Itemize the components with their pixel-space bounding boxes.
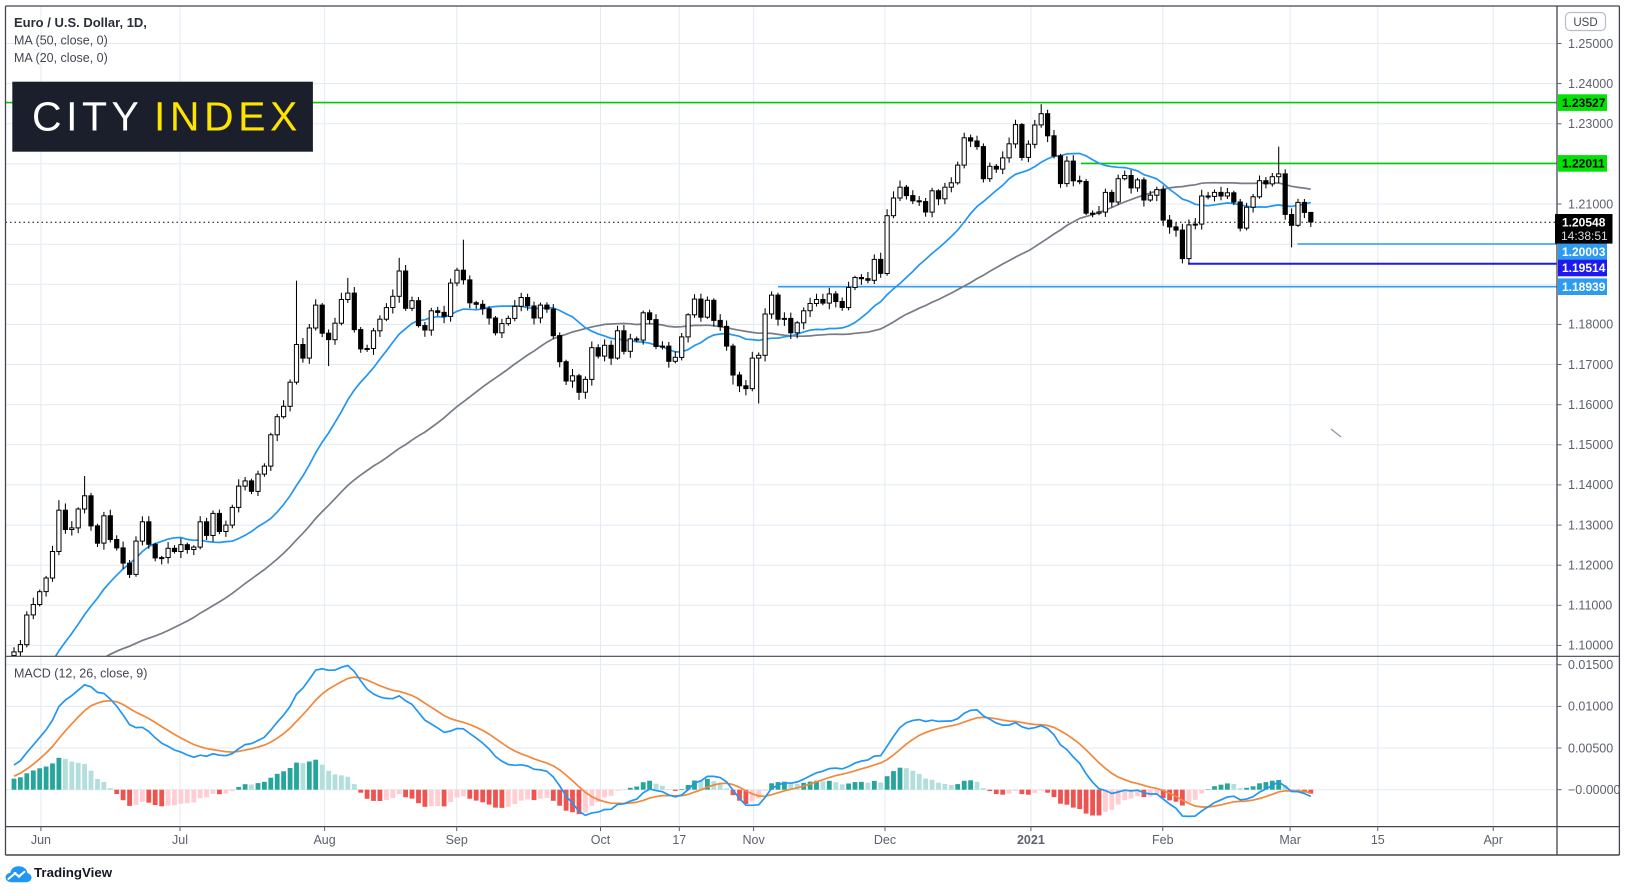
svg-text:Nov: Nov <box>742 833 765 847</box>
svg-text:0.00500: 0.00500 <box>1568 741 1613 755</box>
svg-text:1.13000: 1.13000 <box>1568 518 1613 532</box>
svg-text:1.21000: 1.21000 <box>1568 197 1613 211</box>
svg-text:CITY: CITY <box>32 94 143 140</box>
svg-text:Jul: Jul <box>172 833 188 847</box>
svg-text:15: 15 <box>1371 833 1385 847</box>
svg-text:−0.00000: −0.00000 <box>1568 783 1621 797</box>
svg-text:1.12000: 1.12000 <box>1568 559 1613 573</box>
svg-text:1.24000: 1.24000 <box>1568 77 1613 91</box>
svg-text:17: 17 <box>672 833 686 847</box>
svg-text:USD: USD <box>1573 17 1597 29</box>
svg-text:1.23527: 1.23527 <box>1562 96 1606 110</box>
svg-text:Mar: Mar <box>1279 833 1301 847</box>
svg-text:1.15000: 1.15000 <box>1568 438 1613 452</box>
svg-text:Feb: Feb <box>1152 833 1174 847</box>
svg-text:Oct: Oct <box>591 833 611 847</box>
svg-text:MA (50, close, 0): MA (50, close, 0) <box>14 34 108 48</box>
svg-text:Dec: Dec <box>874 833 896 847</box>
svg-text:1.10000: 1.10000 <box>1568 639 1613 653</box>
svg-text:1.17000: 1.17000 <box>1568 358 1613 372</box>
svg-text:Sep: Sep <box>446 833 468 847</box>
svg-text:0.01000: 0.01000 <box>1568 700 1613 714</box>
svg-text:1.19514: 1.19514 <box>1562 261 1606 275</box>
svg-text:1.14000: 1.14000 <box>1568 478 1613 492</box>
svg-text:Jun: Jun <box>31 833 51 847</box>
svg-text:TradingView: TradingView <box>34 865 113 880</box>
svg-text:Euro / U.S. Dollar, 1D,: Euro / U.S. Dollar, 1D, <box>14 15 147 30</box>
svg-text:1.22011: 1.22011 <box>1562 157 1605 171</box>
svg-text:1.16000: 1.16000 <box>1568 398 1613 412</box>
svg-text:1.18000: 1.18000 <box>1568 318 1613 332</box>
svg-text:1.11000: 1.11000 <box>1568 599 1612 613</box>
svg-text:14:38:51: 14:38:51 <box>1561 229 1608 243</box>
svg-text:1.20003: 1.20003 <box>1562 245 1606 259</box>
svg-text:1.23000: 1.23000 <box>1568 117 1613 131</box>
svg-text:1.25000: 1.25000 <box>1568 37 1613 51</box>
svg-text:Aug: Aug <box>313 833 335 847</box>
svg-text:2021: 2021 <box>1017 833 1045 847</box>
svg-text:1.18939: 1.18939 <box>1562 280 1606 294</box>
svg-text:INDEX: INDEX <box>154 94 302 140</box>
svg-text:MACD (12, 26, close, 9): MACD (12, 26, close, 9) <box>14 667 147 681</box>
svg-text:1.20548: 1.20548 <box>1562 215 1606 229</box>
svg-text:Apr: Apr <box>1483 833 1502 847</box>
svg-text:MA (20, close, 0): MA (20, close, 0) <box>14 51 108 65</box>
svg-text:0.01500: 0.01500 <box>1568 658 1613 672</box>
